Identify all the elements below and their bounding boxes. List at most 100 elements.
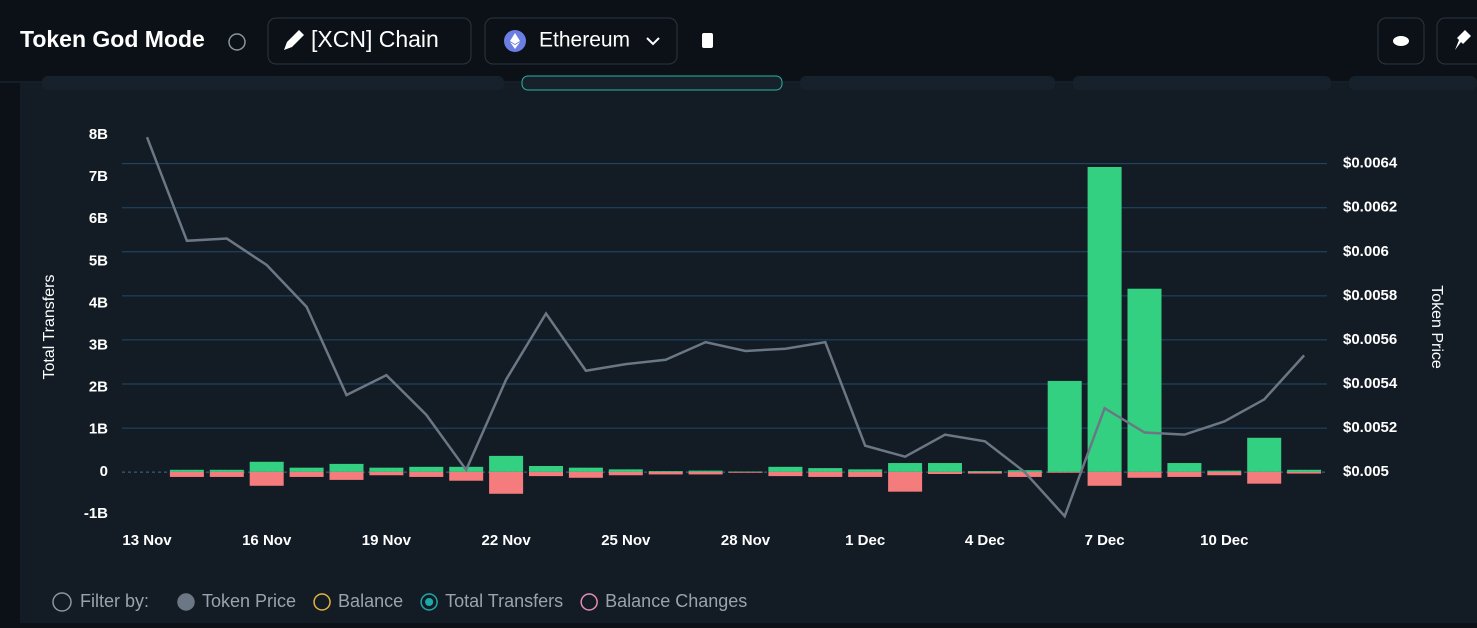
bar xyxy=(290,468,324,472)
y-axis-label: Total Transfers xyxy=(41,275,58,380)
bar xyxy=(409,472,443,477)
x-tick-label: 13 Nov xyxy=(122,532,172,549)
legend-label[interactable]: Balance xyxy=(338,591,403,611)
header-bar xyxy=(0,0,1477,82)
bar xyxy=(928,472,962,474)
y2-tick-label: $0.0056 xyxy=(1343,331,1397,348)
bar xyxy=(808,472,842,477)
y2-tick-label: $0.0062 xyxy=(1343,199,1397,216)
bar xyxy=(1048,381,1082,472)
bar xyxy=(689,472,723,475)
bar xyxy=(1247,438,1281,472)
y2-tick-label: $0.0054 xyxy=(1343,375,1398,392)
y2-tick-label: $0.006 xyxy=(1343,243,1389,260)
y-tick-label: 5B xyxy=(89,252,108,269)
bar xyxy=(1287,472,1321,474)
y2-tick-label: $0.0058 xyxy=(1343,287,1397,304)
y-tick-label: 2B xyxy=(89,379,108,396)
x-tick-label: 16 Nov xyxy=(242,532,292,549)
bar xyxy=(170,470,204,472)
legend-label[interactable]: Total Transfers xyxy=(445,591,563,611)
bar xyxy=(449,472,483,481)
tab[interactable] xyxy=(1349,76,1477,90)
bar xyxy=(489,472,523,494)
bar xyxy=(848,469,882,472)
bar xyxy=(649,472,683,475)
x-tick-label: 19 Nov xyxy=(362,532,412,549)
bar xyxy=(649,471,683,472)
y-tick-label: 1B xyxy=(89,421,108,438)
bar xyxy=(888,472,922,492)
bar xyxy=(888,463,922,472)
bar xyxy=(210,470,244,472)
bar xyxy=(569,468,603,472)
x-tick-label: 1 Dec xyxy=(845,532,885,549)
x-tick-label: 25 Nov xyxy=(601,532,651,549)
bar xyxy=(848,472,882,477)
y-tick-label: 6B xyxy=(89,210,108,227)
bar xyxy=(250,462,284,472)
tab-active[interactable] xyxy=(522,76,782,90)
bar xyxy=(210,472,244,477)
legend-icon xyxy=(178,594,194,610)
bar xyxy=(290,472,324,477)
eye-icon xyxy=(1393,36,1409,46)
tab[interactable] xyxy=(42,76,504,90)
bar xyxy=(968,472,1002,474)
bar xyxy=(689,471,723,472)
legend-dot xyxy=(425,598,433,606)
bar xyxy=(729,472,763,473)
bar xyxy=(529,466,563,472)
bar xyxy=(1088,472,1122,486)
bar xyxy=(1167,472,1201,477)
legend-label[interactable]: Token Price xyxy=(202,591,296,611)
tab[interactable] xyxy=(1073,76,1331,90)
x-tick-label: 28 Nov xyxy=(721,532,771,549)
bar xyxy=(609,469,643,472)
bar xyxy=(250,472,284,486)
y2-tick-label: $0.0052 xyxy=(1343,419,1397,436)
bar xyxy=(1207,472,1241,475)
y-tick-label: 0 xyxy=(100,463,108,480)
bar xyxy=(1128,289,1162,472)
bar xyxy=(928,463,962,472)
bar xyxy=(1287,470,1321,472)
bar xyxy=(369,468,403,472)
bar xyxy=(768,467,802,472)
bar xyxy=(609,472,643,475)
bar xyxy=(1088,167,1122,472)
x-tick-label: 22 Nov xyxy=(481,532,531,549)
bar xyxy=(170,472,204,477)
bar xyxy=(489,456,523,472)
tab[interactable] xyxy=(800,76,1055,90)
legend-label[interactable]: Balance Changes xyxy=(605,591,747,611)
bar xyxy=(1128,472,1162,478)
bar xyxy=(529,472,563,476)
bar xyxy=(569,472,603,478)
y2-tick-label: $0.005 xyxy=(1343,463,1389,480)
bar xyxy=(330,464,364,472)
y2-tick-label: $0.0064 xyxy=(1343,155,1398,172)
page-title: Token God Mode xyxy=(20,26,205,52)
filter-label: Filter by: xyxy=(80,591,149,611)
x-tick-label: 10 Dec xyxy=(1200,532,1248,549)
bar xyxy=(1167,463,1201,472)
bar xyxy=(330,472,364,480)
bar xyxy=(808,468,842,472)
network-name: Ethereum xyxy=(539,29,630,52)
y-tick-label: 8B xyxy=(89,126,108,143)
x-tick-label: 4 Dec xyxy=(965,532,1005,549)
bar xyxy=(369,472,403,475)
bar xyxy=(409,467,443,472)
y-tick-label: -1B xyxy=(84,505,108,522)
bar xyxy=(1207,471,1241,472)
y-tick-label: 3B xyxy=(89,337,108,354)
bar xyxy=(1048,472,1082,473)
bar xyxy=(968,471,1002,472)
copy-icon[interactable] xyxy=(702,33,713,48)
bar xyxy=(768,472,802,476)
x-tick-label: 7 Dec xyxy=(1085,532,1125,549)
bar xyxy=(1247,472,1281,484)
